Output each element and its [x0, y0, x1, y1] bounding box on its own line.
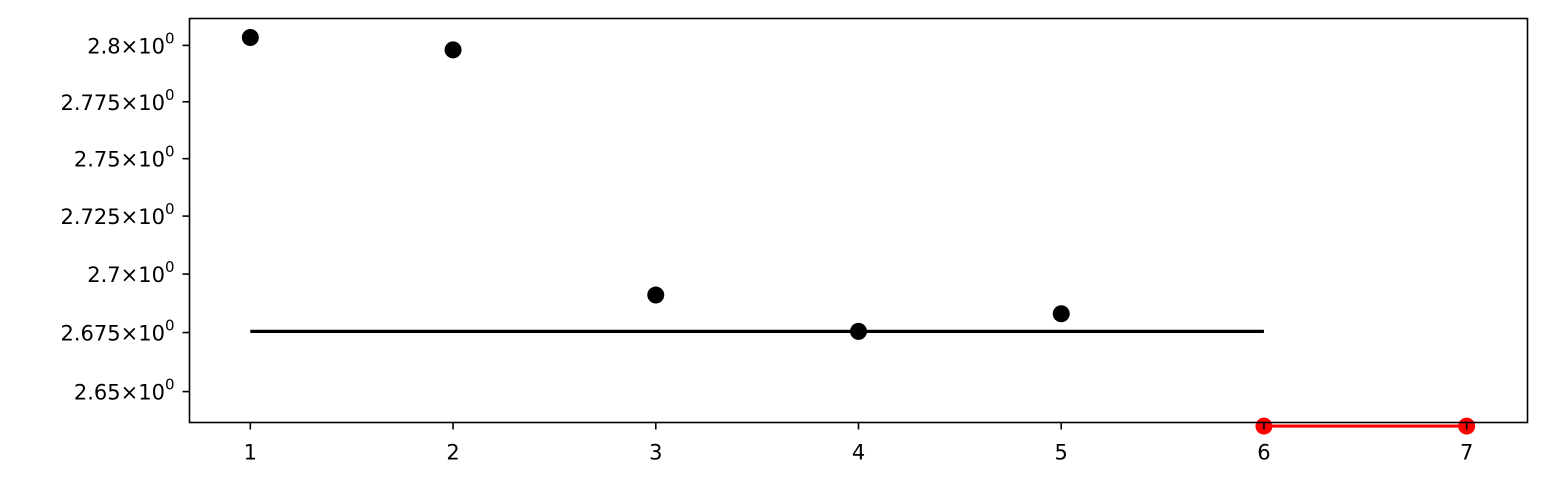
series-0-point-4	[1052, 305, 1070, 323]
y-tick-label-5: 2.775×100	[61, 86, 175, 115]
x-tick-label-5: 6	[1257, 441, 1270, 465]
x-tick-label-2: 3	[649, 441, 662, 465]
y-tick-label-3: 2.725×100	[61, 200, 175, 229]
x-tick-label-3: 4	[852, 441, 865, 465]
y-tick-label-4: 2.75×100	[74, 143, 175, 172]
y-tick-label-1: 2.675×100	[61, 317, 175, 346]
x-tick-label-0: 1	[244, 441, 257, 465]
series-0-point-2	[647, 286, 665, 304]
plot-frame	[188, 17, 1529, 424]
x-tick-label-6: 7	[1460, 441, 1473, 465]
x-tick-label-4: 5	[1055, 441, 1068, 465]
y-tick-label-6: 2.8×100	[87, 29, 174, 58]
y-axis-ticks: 2.65×100 2.675×100 2.7×100 2.725×100 2.75×10…	[61, 29, 190, 405]
y-tick-label-0: 2.65×100	[74, 376, 175, 405]
x-axis-ticks: 1 2 3 4 5 6 7	[244, 422, 1473, 465]
series-0-point-0	[241, 29, 259, 47]
y-tick-label-2: 2.7×100	[87, 258, 174, 287]
series-0-point-1	[444, 41, 462, 59]
x-tick-label-1: 2	[446, 441, 459, 465]
